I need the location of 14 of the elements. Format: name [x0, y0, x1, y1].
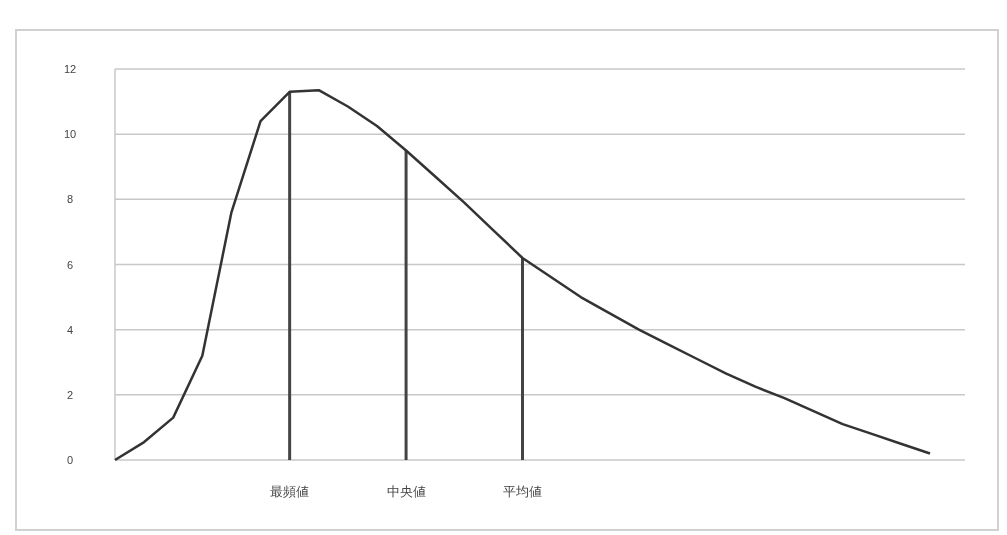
- y-tick-label: 4: [66, 323, 74, 336]
- bar: [521, 257, 524, 460]
- bar: [404, 150, 408, 460]
- x-tick-label: 最頻値: [270, 484, 310, 499]
- x-tick-label: 中央値: [386, 484, 426, 499]
- bar: [288, 91, 292, 460]
- line-series: [113, 88, 932, 462]
- y-tick-label: 10: [63, 128, 77, 141]
- y-tick-label: 0: [66, 454, 74, 466]
- y-tick-label: 8: [66, 193, 74, 206]
- y-tick-label: 12: [63, 63, 77, 75]
- y-tick-label: 2: [66, 388, 74, 401]
- y-tick-label: 6: [66, 258, 74, 271]
- x-tick-label: 平均値: [503, 484, 542, 499]
